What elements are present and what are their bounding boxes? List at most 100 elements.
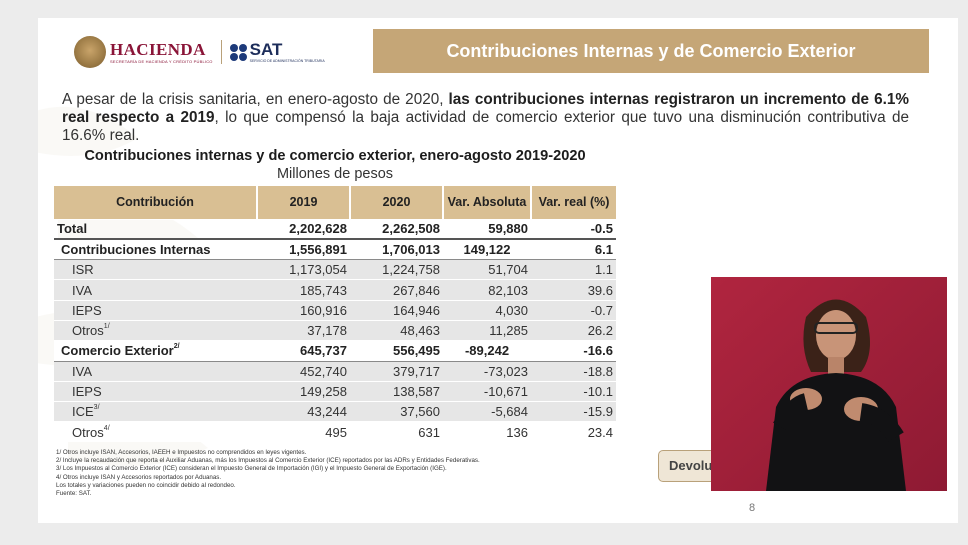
cell-var-real: -0.7 — [531, 299, 616, 321]
cell-2019: 645,737 — [257, 340, 350, 362]
header-logos: HACIENDA SECRETARÍA DE HACIENDA Y CRÉDIT… — [74, 35, 325, 69]
intro-text-1: A pesar de la crisis sanitaria, en enero… — [62, 91, 449, 108]
table-row-group: Contribuciones Internas 1,556,891 1,706,… — [54, 238, 616, 261]
row-label-text: ICE — [72, 404, 94, 420]
cell-var-real: -0.5 — [531, 218, 616, 241]
column-header-var-absoluta: Var. Absoluta — [442, 186, 531, 219]
table-title: Contribuciones internas y de comercio ex… — [84, 148, 586, 164]
cell-var-absoluta: 149,122 — [443, 238, 531, 261]
row-label: Total — [54, 218, 257, 241]
row-label: Comercio Exterior2/ — [54, 340, 257, 362]
row-label-text: Otros — [72, 323, 104, 339]
devoluciones-button[interactable]: Devolu — [658, 450, 720, 482]
table-subtitle: Millones de pesos — [276, 166, 394, 182]
table-row-group: Comercio Exterior2/ 645,737 556,495 -89,… — [54, 340, 616, 362]
footnote: 1/ Otros incluye ISAN, Accesorios, IAEEH… — [56, 449, 307, 456]
cell-2019: 43,244 — [257, 401, 350, 422]
cell-2020: 138,587 — [350, 380, 443, 402]
cell-var-real: -15.9 — [531, 401, 616, 422]
cell-2019: 1,556,891 — [257, 238, 350, 261]
cell-2020: 379,717 — [350, 360, 443, 382]
cell-2019: 37,178 — [257, 319, 350, 341]
footnote-ref: 2/ — [173, 343, 180, 351]
column-header-2019: 2019 — [256, 186, 350, 219]
cell-var-real: -18.8 — [531, 360, 616, 382]
table-row-total: Total 2,202,628 2,262,508 59,880 -0.5 — [54, 218, 616, 241]
row-label: IVA — [54, 279, 257, 301]
sat-logo-subtext: SERVICIO DE ADMINISTRACIÓN TRIBUTARIA — [249, 59, 325, 63]
cell-2020: 2,262,508 — [350, 218, 443, 241]
sat-logo-icon — [229, 43, 247, 61]
cell-var-absoluta: 136 — [443, 421, 531, 443]
cell-2020: 631 — [350, 421, 443, 443]
cell-var-absoluta: 4,030 — [443, 299, 531, 321]
cell-var-absoluta: 82,103 — [443, 279, 531, 301]
cell-2019: 185,743 — [257, 279, 350, 301]
cell-var-absoluta: 11,285 — [443, 319, 531, 341]
intro-text-bold: las contribuciones internas registraron … — [62, 91, 909, 126]
row-label: IEPS — [54, 380, 257, 402]
cell-2020: 1,706,013 — [350, 238, 443, 261]
cell-var-real: -16.6 — [531, 340, 616, 362]
footnote-ref: 4/ — [103, 424, 110, 432]
sat-logo-text: SAT — [249, 40, 283, 59]
cell-2020: 48,463 — [350, 319, 443, 341]
cell-var-real: 39.6 — [531, 279, 616, 301]
row-label: Otros1/ — [54, 319, 257, 341]
cell-2020: 37,560 — [350, 401, 443, 422]
interpreter-image — [711, 277, 947, 491]
footnote: 4/ Otros incluye ISAN y Accesorios repor… — [56, 473, 222, 481]
cell-var-absoluta: -73,023 — [443, 360, 531, 382]
intro-paragraph: A pesar de la crisis sanitaria, en enero… — [62, 91, 909, 145]
table-row: IVA 185,743 267,846 82,103 39.6 — [54, 279, 616, 301]
table-row: Otros4/ 495 631 136 23.4 — [54, 421, 616, 443]
row-label-text: Comercio Exterior — [61, 343, 174, 359]
cell-var-real: -10.1 — [531, 380, 616, 402]
row-label: Otros4/ — [54, 421, 257, 443]
cell-2020: 1,224,758 — [350, 259, 443, 280]
row-label: ISR — [54, 259, 257, 280]
cell-2020: 556,495 — [350, 340, 443, 362]
footnotes: 1/ Otros incluye ISAN, Accesorios, IAEEH… — [56, 449, 656, 498]
row-label: IEPS — [54, 299, 257, 321]
footnote: Fuente: SAT. — [56, 490, 92, 498]
cell-2019: 1,173,054 — [257, 259, 350, 280]
sign-language-interpreter-video — [711, 277, 947, 491]
cell-2019: 452,740 — [257, 360, 350, 382]
table-row: ICE3/ 43,244 37,560 -5,684 -15.9 — [54, 401, 616, 422]
cell-2020: 164,946 — [350, 299, 443, 321]
table-row: IEPS 160,916 164,946 4,030 -0.7 — [54, 299, 616, 321]
cell-var-real: 26.2 — [531, 319, 616, 341]
column-header-contribucion: Contribución — [54, 186, 257, 219]
footnote: 2/ Incluye la recaudación que reporta el… — [56, 457, 480, 465]
cell-var-absoluta: -5,684 — [443, 401, 531, 422]
table-row: IEPS 149,258 138,587 -10,671 -10.1 — [54, 380, 616, 402]
footnote: Los totales y variaciones pueden no coin… — [56, 481, 236, 489]
cell-var-absoluta: -10,671 — [443, 380, 531, 402]
cell-var-absoluta: -89,242 — [443, 340, 531, 362]
cell-var-real: 23.4 — [531, 421, 616, 443]
coat-of-arms-icon — [74, 36, 106, 68]
cell-var-absoluta: 51,704 — [443, 259, 531, 280]
column-header-var-real: Var. real (%) — [530, 186, 616, 219]
cell-var-real: 1.1 — [531, 259, 616, 280]
table-header-row: Contribución 2019 2020 Var. Absoluta Var… — [54, 186, 616, 219]
cell-var-absoluta: 59,880 — [443, 218, 531, 241]
hacienda-logo-subtext: SECRETARÍA DE HACIENDA Y CRÉDITO PÚBLICO — [110, 58, 213, 64]
cell-2020: 267,846 — [350, 279, 443, 301]
footnote-ref: 1/ — [103, 323, 110, 331]
table-row: IVA 452,740 379,717 -73,023 -18.8 — [54, 360, 616, 382]
cell-var-real: 6.1 — [531, 238, 616, 261]
footnote: 3/ Los Impuestos al Comercio Exterior (I… — [56, 465, 447, 473]
logo-divider — [220, 40, 222, 64]
cell-2019: 495 — [257, 421, 350, 443]
footnote-ref: 3/ — [93, 404, 100, 412]
intro-text-2: , lo que compensó la baja actividad de c… — [62, 109, 909, 144]
column-header-2020: 2020 — [349, 186, 443, 219]
contributions-table: Contribución 2019 2020 Var. Absoluta Var… — [54, 186, 616, 443]
row-label: Contribuciones Internas — [54, 238, 257, 261]
cell-2019: 149,258 — [257, 380, 350, 402]
slide: HACIENDA SECRETARÍA DE HACIENDA Y CRÉDIT… — [38, 18, 958, 523]
hacienda-logo-text: HACIENDA — [110, 39, 206, 59]
row-label-text: Otros — [72, 424, 104, 440]
